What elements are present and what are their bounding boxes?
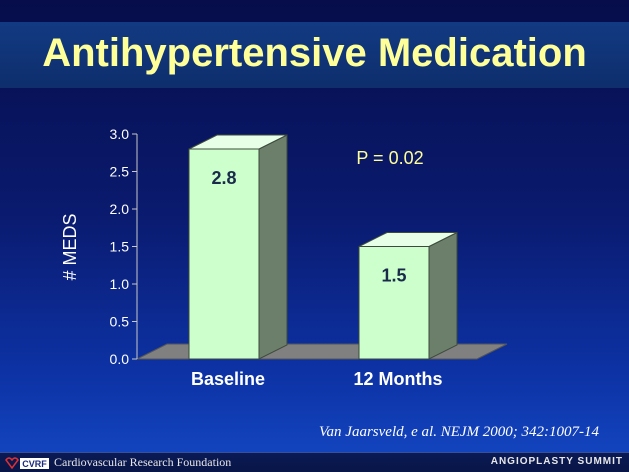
p-value-annotation: P = 0.02: [356, 148, 423, 168]
y-tick-label: 0.0: [110, 351, 130, 367]
slide-title: Antihypertensive Medication: [42, 31, 587, 75]
summit-label: ANGIOPLASTY SUMMIT: [490, 456, 623, 467]
y-tick-label: 1.5: [110, 239, 130, 255]
bar: [358, 246, 430, 360]
organization-name: Cardiovascular Research Foundation: [54, 455, 232, 469]
y-tick-label: 0.5: [110, 314, 130, 330]
y-tick-label: 3.0: [110, 126, 130, 142]
bar-side: [258, 134, 288, 360]
data-label: 1.5: [381, 266, 406, 286]
bar: [188, 148, 260, 360]
x-tick-label: Baseline: [191, 369, 265, 389]
data-label: 2.8: [211, 168, 236, 188]
y-axis-label: # MEDS: [60, 213, 80, 280]
logo-text: CVRF: [22, 459, 47, 469]
bar-side: [428, 231, 458, 360]
cvrf-logo: CVRF: [5, 457, 49, 470]
y-tick-label: 2.5: [110, 164, 130, 180]
title-band: [0, 22, 629, 88]
citation: Van Jaarsveld, e al. NEJM 2000; 342:1007…: [319, 424, 599, 440]
footer-bar: CVRF Cardiovascular Research Foundation …: [0, 452, 629, 472]
x-tick-label: 12 Months: [353, 369, 442, 389]
y-tick-label: 2.0: [110, 201, 130, 217]
y-tick-label: 1.0: [110, 276, 130, 292]
